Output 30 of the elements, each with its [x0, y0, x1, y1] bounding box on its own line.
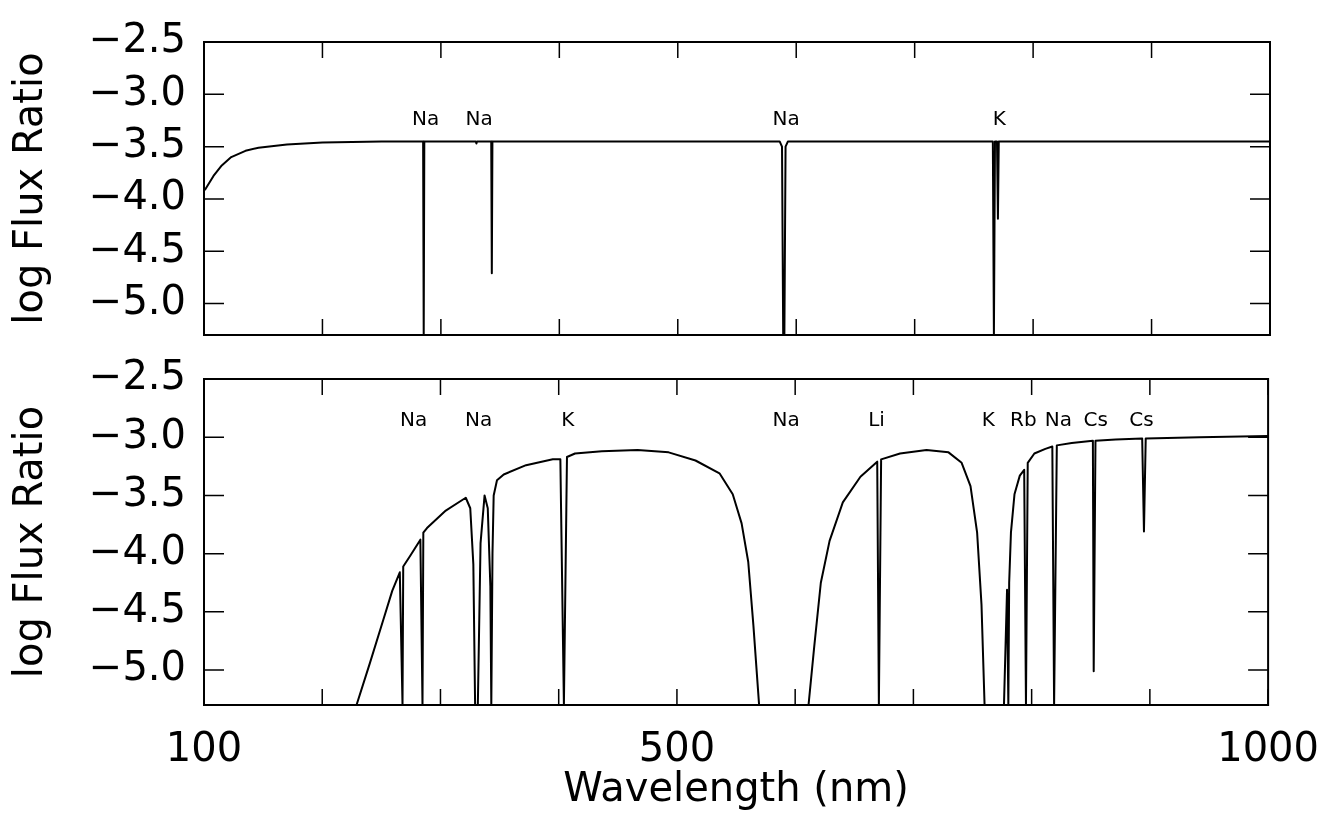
annotation: K	[981, 407, 996, 432]
annotation: Na	[400, 407, 428, 432]
annotation: Na	[772, 105, 800, 130]
annotation: Li	[868, 407, 885, 432]
y-tick-label: −4.5	[88, 585, 186, 632]
annotation: Na	[464, 407, 493, 432]
y-tick-label: −4.0	[88, 172, 186, 219]
y-tick-label: −5.0	[88, 643, 186, 690]
annotation: Rb	[1010, 407, 1037, 432]
y-tick-label: −5.0	[88, 277, 186, 323]
y-tick-label: −3.5	[88, 468, 186, 515]
y-axis-title: log Flux Ratio	[5, 405, 52, 679]
annotation: Na	[465, 105, 493, 130]
y-tick-label: −2.5	[88, 15, 186, 62]
y-tick-label: −2.5	[88, 352, 186, 399]
y-axis-title: log Flux Ratio	[5, 52, 52, 325]
y-tick-label: −4.0	[88, 527, 186, 574]
y-tick-label: −3.0	[88, 410, 186, 457]
annotation: Cs	[1083, 407, 1108, 432]
annotation: Cs	[1129, 407, 1154, 432]
annotation: Na	[1044, 407, 1073, 432]
y-tick-label: −3.0	[88, 67, 186, 114]
x-tick-label: 1000	[1217, 724, 1319, 771]
y-tick-label: −3.5	[88, 120, 186, 167]
x-tick-label: 100	[165, 724, 243, 771]
annotation: K	[561, 407, 576, 432]
annotation: K	[992, 105, 1007, 130]
y-tick-label: −4.5	[88, 224, 186, 271]
annotation: Na	[772, 407, 800, 432]
annotation: Na	[412, 105, 440, 130]
